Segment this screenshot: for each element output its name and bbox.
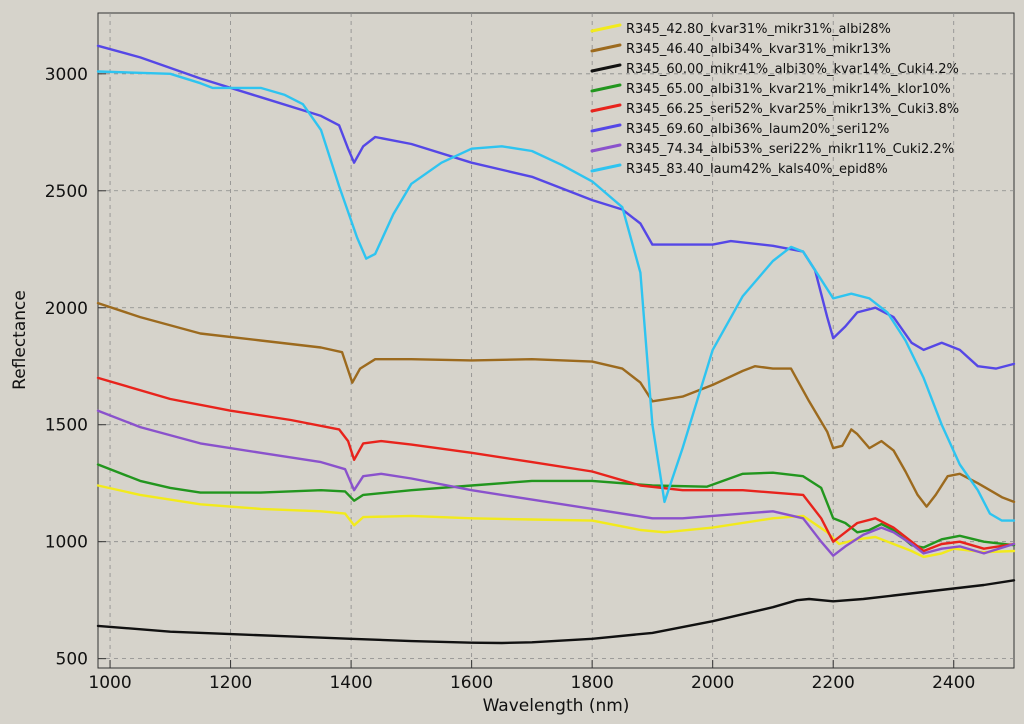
- x-tick-label: 2000: [691, 673, 734, 693]
- y-tick-label: 2500: [45, 182, 88, 202]
- legend-entry: R345_66.25_seri52%_kvar25%_mikr13%_Cuki3…: [626, 102, 959, 117]
- gridlines: [98, 13, 1014, 668]
- legend-swatch: [590, 43, 622, 53]
- legend-entry: R345_42.80_kvar31%_mikr31%_albi28%: [626, 22, 891, 37]
- legend-swatch: [590, 83, 622, 93]
- y-tick-label: 2000: [45, 299, 88, 319]
- series-line-6: [96, 44, 1016, 370]
- series-line-3: [96, 579, 1016, 645]
- y-tick-label: 1000: [45, 533, 88, 553]
- x-tick-label: 1800: [571, 673, 614, 693]
- legend-entry: R345_65.00_albi31%_kvar21%_mikr14%_klor1…: [626, 82, 951, 97]
- legend-swatch: [590, 123, 622, 133]
- axis-ticks: 1000 1200 1400 1600 1800 2000 2200 240050010001…: [45, 65, 976, 693]
- series-lines: [96, 44, 1016, 645]
- legend-entry: R345_74.34_albi53%_seri22%_mikr11%_Cuki2…: [626, 142, 954, 157]
- x-tick-label: 1400: [329, 673, 372, 693]
- series-line-5: [96, 376, 1016, 553]
- series-line-2: [96, 301, 1016, 508]
- y-tick-label: 3000: [45, 65, 88, 85]
- x-tick-label: 1000: [88, 673, 131, 693]
- series-line-7: [96, 409, 1016, 557]
- x-tick-label: 2400: [932, 673, 975, 693]
- y-tick-label: 1500: [45, 416, 88, 436]
- legend-entry: R345_46.40_albi34%_kvar31%_mikr13%: [626, 42, 891, 57]
- legend-entry: R345_60.00_mikr41%_albi30%_kvar14%_Cuki4…: [626, 62, 959, 77]
- y-axis-title: Reflectance: [10, 290, 30, 390]
- legend-entry: R345_69.60_albi36%_laum20%_seri12%: [626, 122, 889, 137]
- legend-swatch: [590, 103, 622, 113]
- legend-swatch: [590, 163, 622, 173]
- x-axis-title: Wavelength (nm): [483, 696, 630, 716]
- y-tick-label: 500: [56, 650, 88, 670]
- legend-entry: R345_83.40_laum42%_kals40%_epid8%: [626, 162, 888, 177]
- legend-swatch: [590, 63, 622, 73]
- series-line-1: [96, 484, 1016, 559]
- legend: R345_42.80_kvar31%_mikr31%_albi28% R345_4…: [590, 22, 959, 177]
- legend-swatch: [590, 23, 622, 33]
- x-tick-label: 1600: [450, 673, 493, 693]
- series-line-8: [96, 70, 1016, 522]
- x-tick-label: 2200: [812, 673, 855, 693]
- x-tick-label: 1200: [209, 673, 252, 693]
- legend-swatch: [590, 143, 622, 153]
